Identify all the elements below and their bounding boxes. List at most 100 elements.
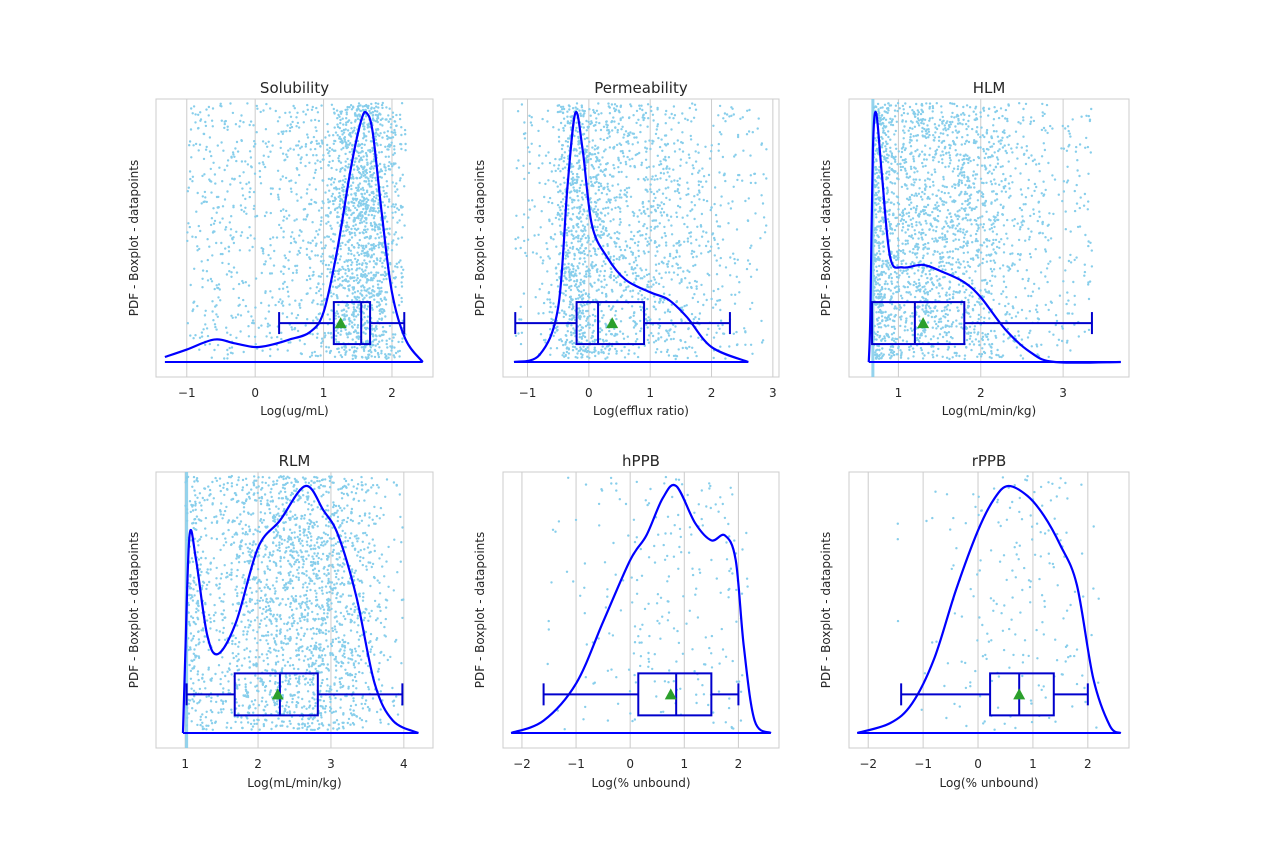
data-point	[281, 175, 284, 178]
data-point	[643, 252, 646, 255]
data-point	[348, 231, 351, 234]
data-point	[241, 187, 244, 190]
data-point	[344, 165, 347, 168]
data-point	[594, 192, 597, 195]
data-point	[928, 147, 932, 150]
data-point	[583, 227, 586, 231]
data-point	[360, 173, 363, 176]
data-point	[299, 246, 302, 250]
data-point	[663, 311, 667, 314]
data-point	[322, 259, 325, 262]
data-point	[567, 204, 570, 207]
data-point	[933, 136, 936, 139]
data-point	[370, 160, 373, 163]
data-point	[373, 348, 377, 352]
data-point	[998, 240, 1001, 244]
data-point	[358, 231, 361, 235]
data-point	[564, 354, 567, 358]
data-point	[282, 130, 285, 133]
data-point	[394, 211, 397, 214]
data-point	[249, 120, 253, 123]
data-point	[345, 304, 349, 307]
data-point	[207, 105, 211, 109]
data-point	[611, 184, 614, 187]
data-point	[350, 346, 354, 349]
data-point	[645, 307, 649, 311]
data-point	[315, 106, 318, 110]
data-point	[356, 326, 359, 329]
data-point	[970, 207, 974, 210]
data-point	[670, 128, 673, 131]
data-point	[247, 325, 250, 328]
data-point	[265, 102, 268, 106]
data-point	[735, 330, 738, 334]
data-point	[351, 131, 354, 134]
data-point	[661, 192, 665, 195]
data-point	[401, 337, 404, 340]
data-point	[702, 293, 706, 296]
data-point	[296, 253, 299, 256]
data-point	[205, 327, 209, 330]
data-point	[520, 103, 524, 106]
data-point	[262, 252, 265, 255]
data-point	[362, 118, 366, 121]
data-point	[562, 126, 565, 130]
data-point	[355, 315, 358, 318]
data-point	[590, 120, 593, 123]
data-point	[599, 137, 602, 141]
data-point	[691, 296, 694, 300]
data-point	[369, 174, 372, 177]
data-point	[754, 181, 757, 185]
data-point	[935, 127, 939, 131]
data-point	[310, 108, 314, 112]
data-point	[610, 344, 614, 348]
data-point	[662, 292, 666, 295]
data-point	[331, 192, 334, 196]
data-point	[589, 157, 592, 161]
data-point	[577, 285, 581, 288]
data-point	[692, 250, 696, 253]
data-point	[728, 345, 731, 348]
data-point	[623, 356, 627, 359]
data-point	[376, 127, 380, 131]
data-point	[887, 261, 890, 265]
data-point	[226, 128, 229, 131]
data-point	[1078, 174, 1081, 178]
data-point	[878, 246, 881, 250]
data-point	[582, 334, 585, 337]
data-point	[928, 185, 932, 189]
data-point	[560, 212, 564, 215]
data-point	[383, 270, 387, 274]
data-point	[363, 289, 366, 292]
data-point	[667, 332, 670, 335]
data-point	[211, 310, 214, 313]
data-point	[567, 211, 570, 215]
data-point	[689, 235, 692, 238]
data-point	[1044, 275, 1047, 278]
data-point	[901, 297, 904, 300]
data-point	[330, 336, 333, 339]
data-point	[662, 167, 665, 171]
data-point	[718, 171, 721, 174]
data-point	[618, 111, 621, 114]
data-point	[895, 272, 898, 275]
data-point	[578, 186, 581, 190]
data-point	[568, 108, 571, 111]
data-point	[1047, 308, 1050, 312]
data-point	[704, 244, 708, 248]
data-point	[348, 131, 352, 135]
data-point	[678, 148, 681, 151]
data-point	[588, 350, 591, 354]
data-point	[663, 232, 666, 235]
data-point	[381, 339, 384, 342]
data-point	[986, 332, 990, 336]
data-point	[200, 331, 204, 334]
data-point	[371, 340, 375, 343]
data-point	[550, 170, 553, 173]
data-point	[609, 255, 612, 259]
data-point	[340, 186, 344, 189]
data-point	[369, 235, 373, 238]
data-point	[710, 245, 713, 248]
data-point	[368, 193, 371, 197]
data-point	[392, 354, 395, 357]
